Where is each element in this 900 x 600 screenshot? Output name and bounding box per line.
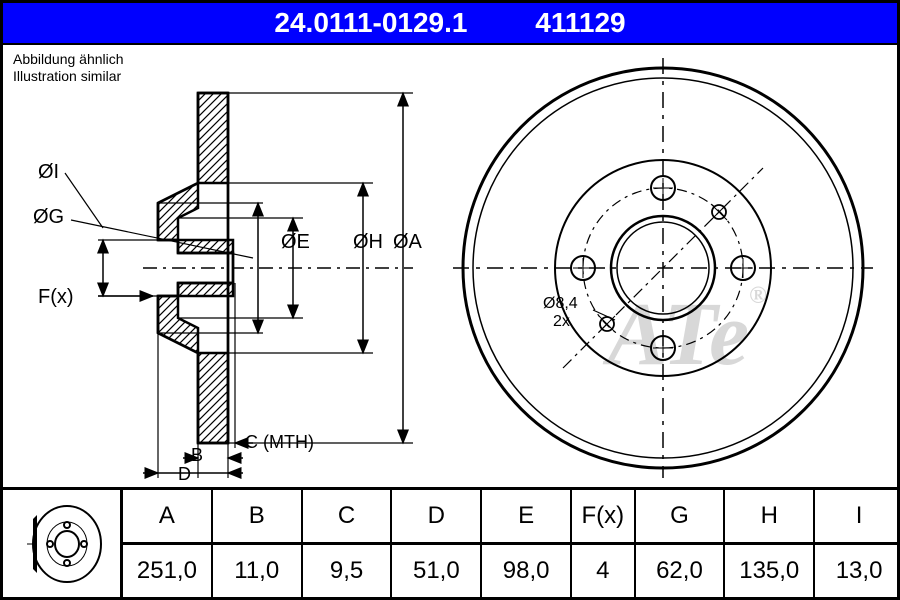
- diagram-area: ØI ØG ØE ØH ØA F(x) B C (MTH) D: [3, 48, 900, 493]
- svg-text:B: B: [191, 445, 203, 465]
- col-header: A: [123, 490, 213, 542]
- col-value: 98,0: [482, 545, 572, 597]
- table-value-row: 251,011,09,551,098,0462,0135,013,0: [123, 545, 900, 597]
- dimension-table: ABCDEF(x)GHI 251,011,09,551,098,0462,013…: [3, 487, 900, 597]
- svg-text:ØH: ØH: [353, 231, 383, 253]
- short-code: 411129: [535, 7, 625, 38]
- bolt-count-label: 2x: [553, 313, 570, 330]
- col-value: 62,0: [636, 545, 726, 597]
- svg-text:ØE: ØE: [281, 231, 310, 253]
- col-header: H: [725, 490, 815, 542]
- svg-text:C (MTH): C (MTH): [245, 432, 314, 452]
- col-value: 4: [572, 545, 635, 597]
- col-header: C: [303, 490, 393, 542]
- side-view-drawing: ØI ØG ØE ØH ØA F(x) B C (MTH) D: [3, 48, 423, 488]
- col-value: 9,5: [303, 545, 393, 597]
- col-header: E: [482, 490, 572, 542]
- svg-text:F(x): F(x): [38, 286, 74, 308]
- header-bar: 24.0111-0129.1 411129: [3, 3, 897, 45]
- col-header: F(x): [572, 490, 635, 542]
- col-value: 251,0: [123, 545, 213, 597]
- col-header: I: [815, 490, 900, 542]
- svg-text:D: D: [178, 464, 191, 484]
- svg-text:ØA: ØA: [393, 231, 423, 253]
- bolt-hole-label: Ø8,4: [543, 295, 578, 312]
- disc-icon: [3, 490, 123, 597]
- col-value: 51,0: [392, 545, 482, 597]
- part-number: 24.0111-0129.1: [274, 7, 467, 38]
- col-value: 135,0: [725, 545, 815, 597]
- col-header: D: [392, 490, 482, 542]
- front-view-drawing: Ø8,4 2x: [443, 48, 883, 488]
- svg-text:ØG: ØG: [33, 206, 64, 228]
- col-value: 13,0: [815, 545, 900, 597]
- table-header-row: ABCDEF(x)GHI: [123, 490, 900, 545]
- col-value: 11,0: [213, 545, 303, 597]
- col-header: G: [636, 490, 726, 542]
- svg-text:ØI: ØI: [38, 161, 59, 183]
- col-header: B: [213, 490, 303, 542]
